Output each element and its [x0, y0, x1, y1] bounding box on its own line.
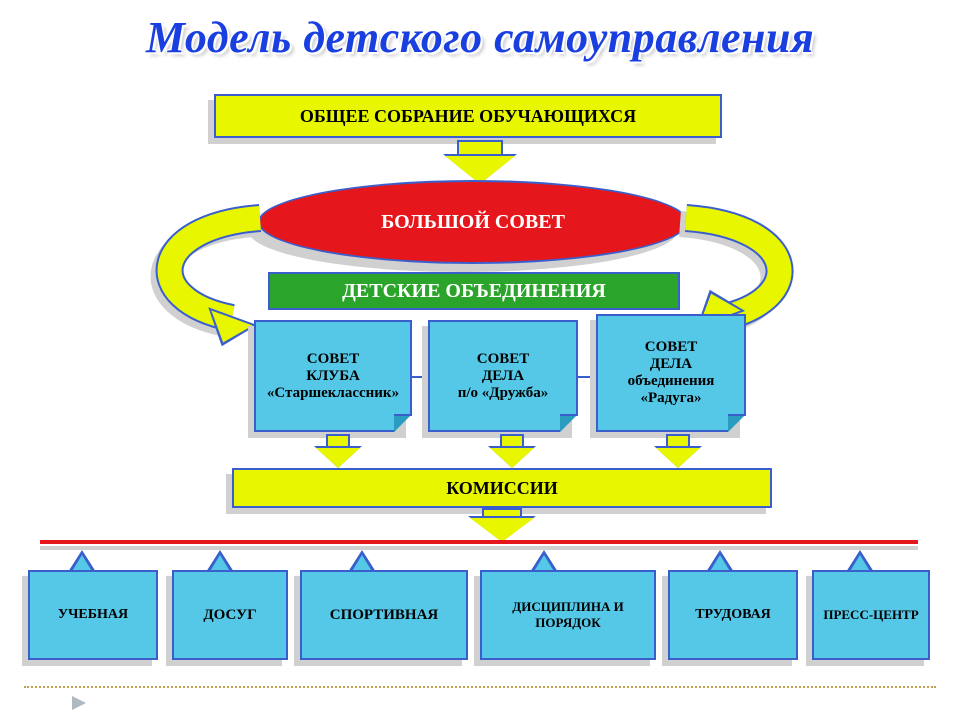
callout-label: ДИСЦИПЛИНА И ПОРЯДОК: [484, 599, 652, 631]
komissii-label: КОМИССИИ: [446, 478, 558, 499]
arrow-down-icon: [656, 434, 700, 468]
callout-box: СПОРТИВНАЯ: [300, 570, 468, 660]
bullet-icon: [72, 696, 86, 710]
note-card: СОВЕТДЕЛАп/о «Дружба»: [428, 320, 578, 432]
callout-label: ТРУДОВАЯ: [695, 607, 771, 623]
green-box: ДЕТСКИЕ ОБЪЕДИНЕНИЯ: [268, 272, 680, 310]
note-card-label: СОВЕТКЛУБА«Старшеклассник»: [267, 351, 399, 402]
callout-label: СПОРТИВНАЯ: [330, 607, 439, 624]
note-card-label: СОВЕТДЕЛАобъединения«Радуга»: [628, 339, 715, 407]
diagram-stage: Модель детского самоуправления ОБЩЕЕ СОБ…: [0, 0, 960, 720]
callout-label: ПРЕСС-ЦЕНТР: [823, 607, 918, 623]
callout-label: УЧЕБНАЯ: [58, 607, 128, 623]
komissii-box: КОМИССИИ: [232, 468, 772, 508]
callout-box: ДОСУГ: [172, 570, 288, 660]
arrow-down-icon: [316, 434, 360, 468]
callout-box: ТРУДОВАЯ: [668, 570, 798, 660]
arrow-down-icon: [490, 434, 534, 468]
note-card: СОВЕТДЕЛАобъединения«Радуга»: [596, 314, 746, 432]
dotted-border: [24, 686, 936, 688]
note-card: СОВЕТКЛУБА«Старшеклассник»: [254, 320, 412, 432]
callout-label: ДОСУГ: [203, 607, 256, 624]
red-line: [40, 540, 918, 544]
note-card-label: СОВЕТДЕЛАп/о «Дружба»: [458, 351, 549, 402]
arrow-komissii-down: [470, 508, 534, 542]
green-box-label: ДЕТСКИЕ ОБЪЕДИНЕНИЯ: [342, 280, 606, 303]
red-line-shadow: [40, 546, 918, 550]
callout-box: ПРЕСС-ЦЕНТР: [812, 570, 930, 660]
callout-box: ДИСЦИПЛИНА И ПОРЯДОК: [480, 570, 656, 660]
callout-box: УЧЕБНАЯ: [28, 570, 158, 660]
